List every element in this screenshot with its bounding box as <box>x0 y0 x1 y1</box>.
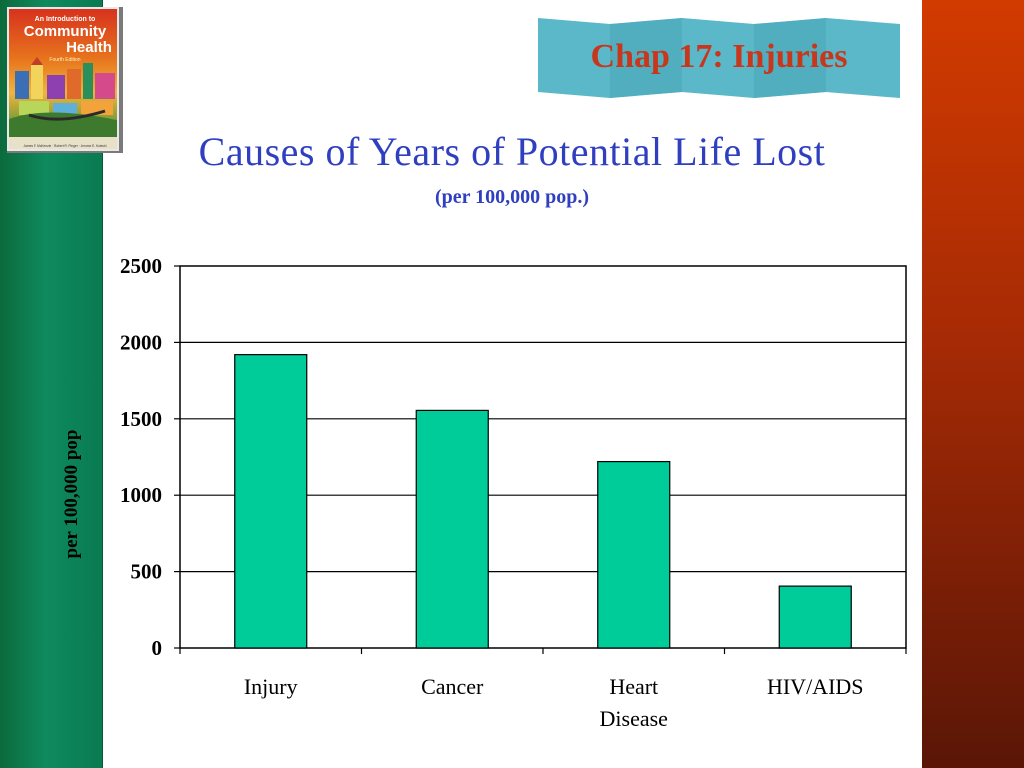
chapter-banner: Chap 17: Injuries <box>538 18 900 98</box>
banner-ribbon-shape <box>538 18 900 98</box>
slide-title: Causes of Years of Potential Life Lost <box>198 129 826 174</box>
book-edition: Fourth Edition <box>49 57 80 63</box>
x-tick-label-line: Cancer <box>421 674 484 699</box>
slide-subtitle: (per 100,000 pop.) <box>434 186 590 208</box>
x-tick-label: Heart Disease <box>600 674 668 731</box>
book-cover-art: An Introduction to Community Health Four… <box>9 16 117 149</box>
bar-0 <box>234 354 308 649</box>
x-tick-label-line: HIV/AIDS <box>767 674 864 699</box>
book-title-line1: An Introduction to <box>35 16 96 23</box>
chapter-banner-title: Chap 17: Injuries <box>590 38 848 75</box>
y-tick-label: 1500 <box>120 407 162 431</box>
x-tick-label: HIV/AIDS <box>767 674 864 699</box>
y-tick-label: 1000 <box>120 483 162 507</box>
y-axis-label: per 100,000 pop <box>61 430 82 559</box>
x-tick-label: Cancer <box>421 674 484 699</box>
x-tick-label: Injury <box>244 674 298 699</box>
bar-3 <box>778 585 852 649</box>
x-tick-label-line: Heart <box>609 674 658 699</box>
right-decor-bar <box>922 0 1024 768</box>
book-title-line2: Community <box>24 23 107 40</box>
bar-1 <box>415 409 489 649</box>
y-tick-label: 2000 <box>120 330 162 354</box>
book-authors: James F. McKenzie · Robert R. Pinger · J… <box>24 144 107 148</box>
y-tick-label: 2500 <box>120 254 162 278</box>
y-tick-label: 0 <box>152 636 163 660</box>
bar-2 <box>597 460 671 649</box>
x-tick-label-line: Injury <box>244 674 298 699</box>
book-cover-image: An Introduction to Community Health Four… <box>7 7 119 151</box>
x-tick-label-line: Disease <box>600 706 668 731</box>
book-title-line3: Health <box>66 39 112 56</box>
book-cover-shadow: An Introduction to Community Health Four… <box>7 7 123 153</box>
y-tick-label: 500 <box>131 560 163 584</box>
